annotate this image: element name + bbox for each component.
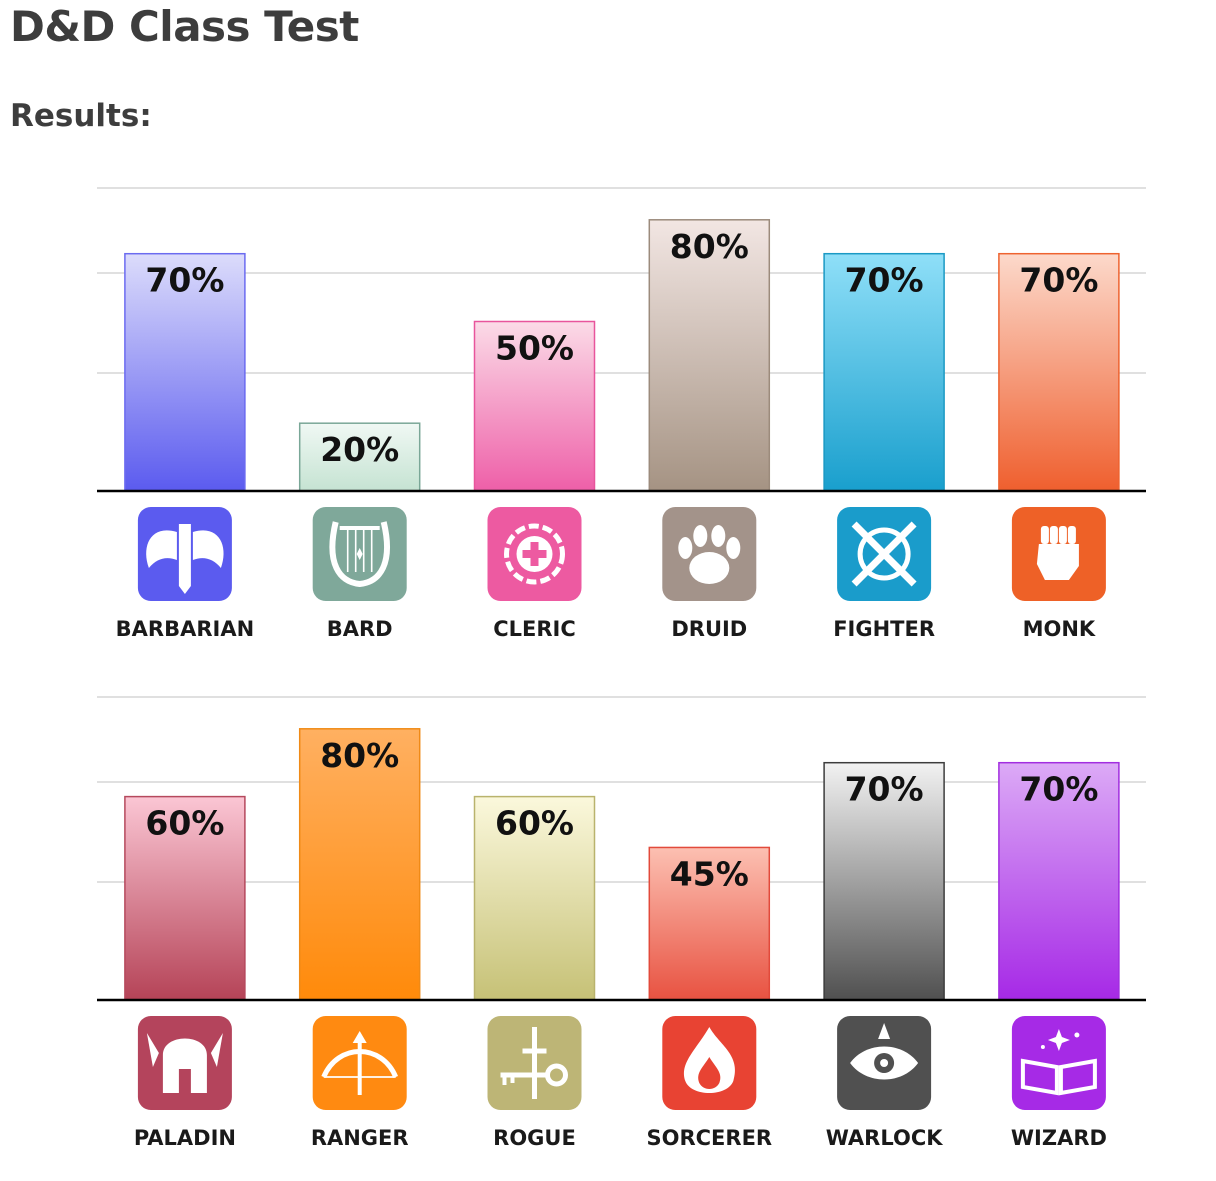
class-name-label: BARD (327, 617, 393, 641)
bar-chart-2: 60% PALADIN 80% RANGER 60% ROGUE 45% SORCERER 70… (97, 696, 1146, 1150)
holy-symbol-icon (487, 507, 582, 601)
bar-value-label: 50% (495, 329, 574, 368)
class-name-label: BARBARIAN (116, 617, 255, 641)
bar-value-label: 60% (495, 804, 574, 843)
bar-wizard (998, 761, 1120, 1001)
crossed-swords-shield-icon (837, 507, 932, 601)
key-dagger-icon (487, 1016, 582, 1110)
bar-value-label: 70% (145, 261, 224, 300)
lyre-icon (312, 507, 407, 601)
fist-icon (1011, 507, 1106, 601)
bar-druid (648, 219, 771, 492)
bar-value-label: 70% (1019, 261, 1098, 300)
class-name-label: WIZARD (1011, 1126, 1107, 1150)
class-name-label: MONK (1023, 617, 1096, 641)
class-name-label: ROGUE (493, 1126, 576, 1150)
bar-warlock (823, 761, 945, 1001)
bar-bard (298, 422, 421, 492)
bar-rogue (473, 795, 596, 1001)
double-axe-icon (137, 507, 232, 601)
class-name-label: RANGER (311, 1126, 409, 1150)
bar-value-label: 70% (1019, 770, 1098, 809)
bar-value-label: 60% (145, 804, 224, 843)
flame-icon (662, 1016, 757, 1110)
class-name-label: DRUID (671, 617, 747, 641)
class-name-label: CLERIC (493, 617, 576, 641)
class-name-label: SORCERER (647, 1126, 773, 1150)
spellbook-icon (1011, 1016, 1106, 1110)
bar-value-label: 70% (845, 770, 924, 809)
class-name-label: FIGHTER (833, 617, 935, 641)
bar-value-label: 70% (845, 261, 924, 300)
class-name-label: PALADIN (134, 1126, 236, 1150)
bar-fighter (823, 252, 945, 492)
bar-chart-1: 70% BARBARIAN 20% BARD 50% CLERIC 80% DRUID 70% F… (97, 187, 1146, 641)
winged-helmet-icon (137, 1016, 232, 1110)
bar-value-label: 80% (320, 736, 399, 775)
page-title: D&D Class Test (10, 2, 359, 51)
bar-value-label: 80% (670, 227, 749, 266)
bar-barbarian (124, 252, 246, 492)
eye-icon (837, 1016, 932, 1110)
bar-value-label: 45% (670, 854, 749, 893)
bar-sorcerer (648, 846, 771, 1001)
bar-value-label: 20% (320, 430, 399, 469)
results-heading: Results: (10, 98, 152, 134)
bow-arrow-icon (312, 1016, 407, 1110)
bar-ranger (298, 728, 421, 1001)
bar-paladin (124, 795, 246, 1001)
paw-print-icon (662, 507, 757, 601)
bar-monk (998, 252, 1120, 492)
class-name-label: WARLOCK (826, 1126, 944, 1150)
